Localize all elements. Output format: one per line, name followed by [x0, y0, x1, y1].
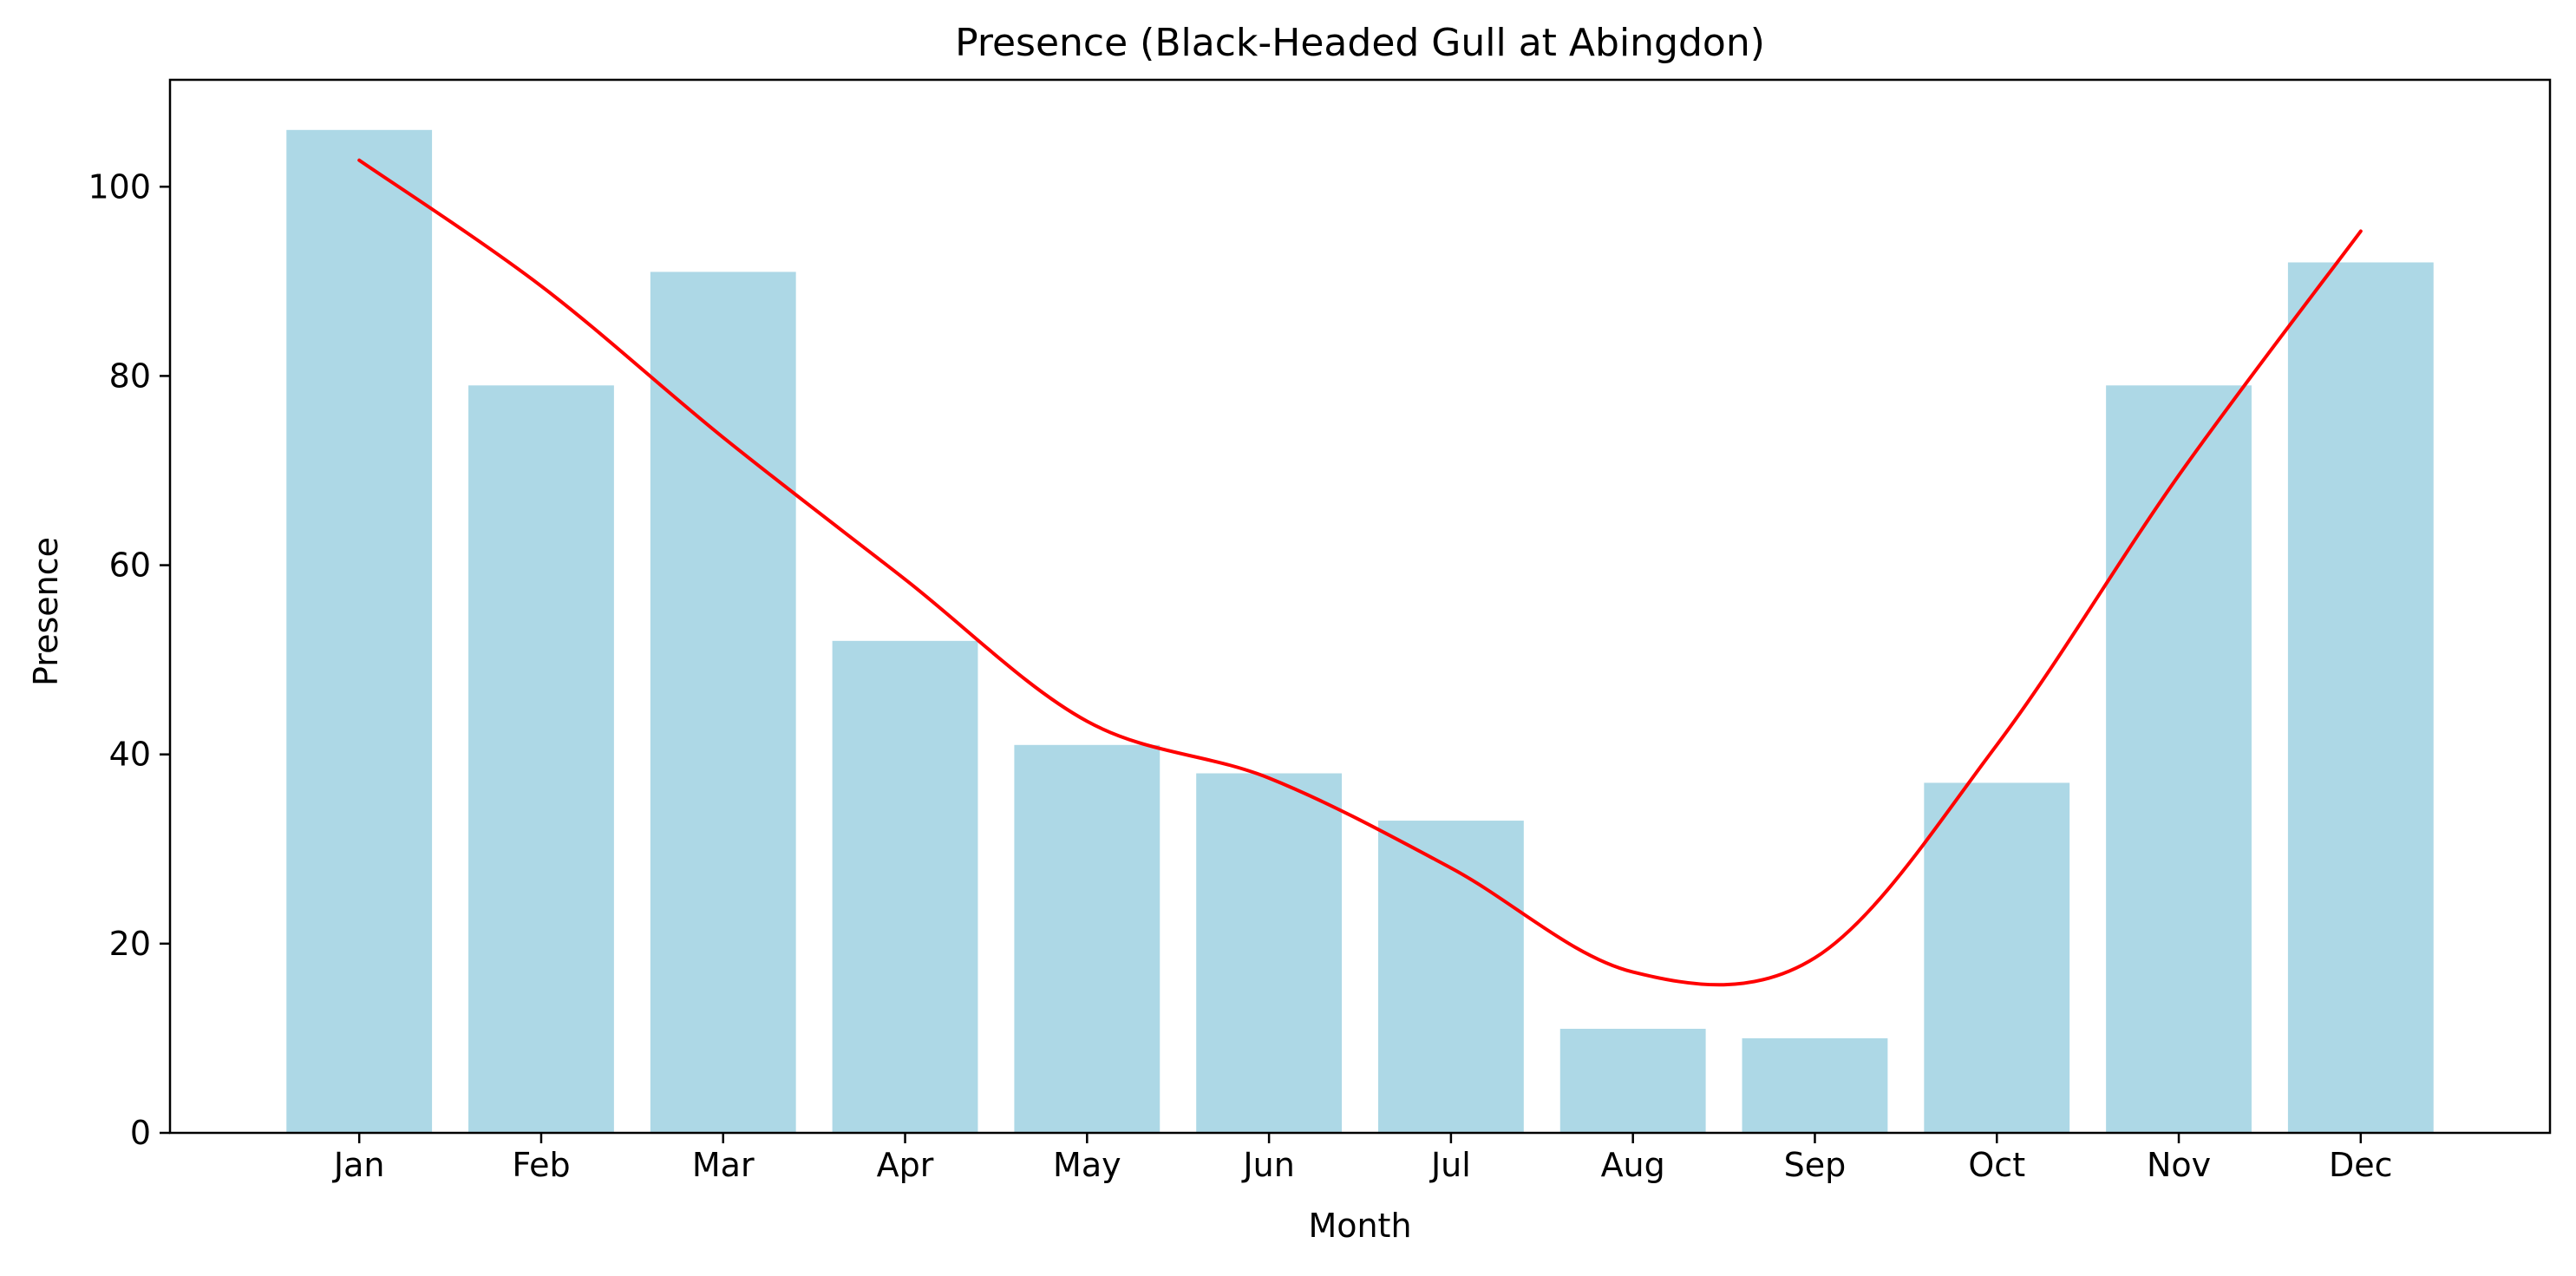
axes-layer: 0 20 40 60 80 100 Jan Feb Mar Apr May Jun Jul Aug Sep O… — [88, 78, 2552, 1184]
x-tick-label: Dec — [2329, 1146, 2393, 1184]
y-tick-label: 80 — [109, 357, 151, 395]
x-axis-label: Month — [1308, 1207, 1411, 1245]
y-axis-label: Presence — [27, 537, 65, 686]
y-tick-label: 20 — [109, 925, 151, 963]
x-tick-label: Aug — [1601, 1146, 1665, 1184]
bar-mar — [650, 272, 796, 1133]
bar-jul — [1377, 821, 1524, 1133]
bar-jan — [286, 129, 433, 1133]
bar-feb — [468, 385, 614, 1133]
x-tick-label: Sep — [1784, 1146, 1847, 1184]
x-tick-label: Jan — [332, 1146, 385, 1184]
bars-layer — [286, 129, 2434, 1133]
plot-frame — [168, 78, 2552, 1135]
y-tick-label: 100 — [88, 167, 151, 206]
y-tick-label: 60 — [109, 546, 151, 585]
bar-aug — [1559, 1029, 1706, 1133]
x-tick-label: Jun — [1241, 1146, 1294, 1184]
bar-may — [1014, 744, 1161, 1133]
x-tick-label: Oct — [1968, 1146, 2025, 1184]
x-tick-label: Nov — [2147, 1146, 2211, 1184]
bar-jun — [1196, 773, 1343, 1133]
x-tick-label: Mar — [692, 1146, 755, 1184]
x-tick-label: Apr — [877, 1146, 934, 1184]
line-layer — [357, 158, 2363, 987]
x-tick-label: Feb — [512, 1146, 570, 1184]
x-tick-label: May — [1053, 1146, 1121, 1184]
bar-dec — [2287, 262, 2434, 1133]
y-tick-label: 0 — [130, 1114, 151, 1152]
x-tick-label: Jul — [1429, 1146, 1471, 1184]
bar-oct — [1924, 782, 2070, 1133]
bar-sep — [1742, 1037, 1888, 1133]
chart-title: Presence (Black-Headed Gull at Abingdon) — [955, 21, 1765, 65]
bar-apr — [832, 640, 978, 1133]
trend-line — [357, 158, 2363, 987]
y-tick-label: 40 — [109, 736, 151, 774]
bar-nov — [2106, 385, 2252, 1133]
